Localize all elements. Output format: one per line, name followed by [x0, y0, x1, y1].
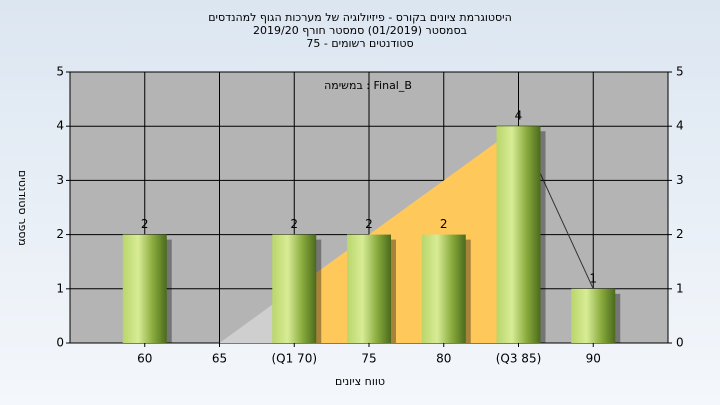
y2-tick-label: 4	[676, 119, 684, 133]
y2-tick-label: 3	[676, 173, 684, 187]
x-tick-label: 75	[361, 352, 376, 366]
value-label: 2	[141, 217, 149, 231]
x-tick-label: 60	[137, 352, 152, 366]
y-tick-label: 5	[56, 65, 64, 79]
y2-tick-label: 2	[676, 227, 684, 241]
y2-tick-label: 1	[676, 281, 684, 295]
value-label: 4	[515, 109, 523, 123]
bar	[347, 234, 391, 343]
y-axis-label: מספר סטודנטים	[16, 170, 29, 246]
value-label: 2	[290, 217, 298, 231]
y-tick-label: 2	[56, 227, 64, 241]
y-tick-label: 4	[56, 119, 64, 133]
x-axis-label: טווח ציונים	[335, 375, 385, 388]
value-label: 2	[365, 217, 373, 231]
chart-subtitle: סטודנטים רשומים - 75	[306, 37, 413, 50]
chart-subtitle: בסמסטר (01/2019) סמסטר חורף 2019/20	[253, 24, 467, 37]
x-tick-label: (Q3 85)	[496, 352, 542, 366]
y-tick-label: 3	[56, 173, 64, 187]
value-label: 1	[589, 271, 597, 285]
y-tick-label: 0	[56, 336, 64, 350]
annotation: במשימה : Final_B	[324, 79, 412, 92]
chart-title: היסטוגרמת ציונים בקורס - פיזיולוגיה של מ…	[208, 11, 512, 24]
y-tick-label: 1	[56, 281, 64, 295]
x-tick-label: 80	[436, 352, 451, 366]
bar	[122, 234, 167, 343]
x-tick-label: 90	[586, 352, 601, 366]
y2-tick-label: 5	[676, 65, 684, 79]
bar	[571, 288, 616, 343]
bar	[496, 126, 541, 343]
bar	[421, 234, 466, 343]
x-tick-label: 65	[212, 352, 227, 366]
y2-tick-label: 0	[676, 336, 684, 350]
value-label: 2	[440, 217, 448, 231]
x-tick-label: (Q1 70)	[271, 352, 317, 366]
bar	[272, 234, 317, 343]
